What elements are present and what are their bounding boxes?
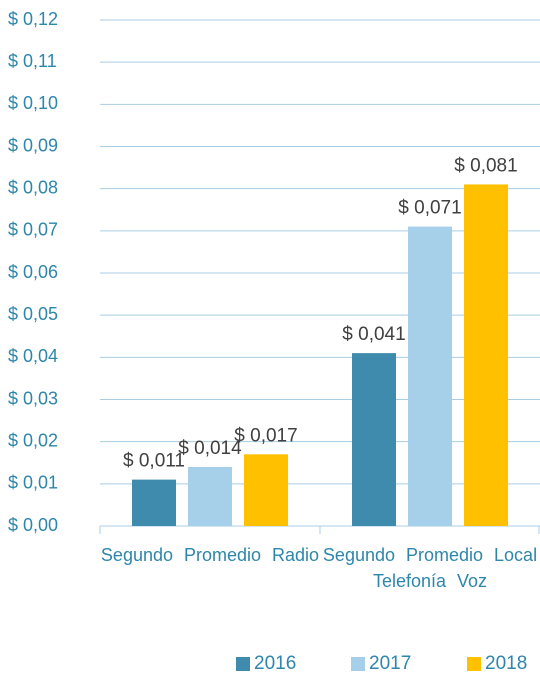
y-tick-label: $ 0,01 [8,473,58,493]
y-tick-label: $ 0,09 [8,135,58,155]
y-tick-label: $ 0,03 [8,388,58,408]
x-tick-label: Segundo Promedio Radio [100,545,320,565]
y-tick-label: $ 0,00 [8,515,58,535]
data-label: $ 0,017 [234,425,297,446]
legend-swatch [351,657,365,671]
bar [352,353,396,526]
bar [408,226,452,526]
legend-swatch [467,657,481,671]
y-tick-label: $ 0,08 [8,177,58,197]
legend-swatch [236,657,250,671]
data-label: $ 0,071 [398,198,461,219]
x-tick-label: Segundo Promedio Local Telefonía Voz [322,545,538,591]
y-tick-label: $ 0,11 [8,51,57,71]
y-tick-label: $ 0,04 [8,346,58,366]
bar [188,466,232,526]
bar [464,184,508,526]
bar [244,454,288,526]
y-tick-label: $ 0,06 [8,262,58,282]
y-tick-label: $ 0,07 [8,220,58,240]
legend-label: 2017 [369,653,411,674]
bar [132,479,176,526]
y-tick-label: $ 0,10 [8,93,58,113]
legend-label: 2016 [254,653,296,674]
data-label: $ 0,081 [454,155,517,176]
legend-label: 2018 [485,653,527,674]
data-label: $ 0,011 [123,451,185,472]
data-label: $ 0,014 [178,438,242,459]
y-tick-label: $ 0,05 [8,304,58,324]
data-label: $ 0,041 [342,324,405,345]
y-tick-label: $ 0,12 [8,9,58,29]
y-tick-label: $ 0,02 [8,430,58,450]
